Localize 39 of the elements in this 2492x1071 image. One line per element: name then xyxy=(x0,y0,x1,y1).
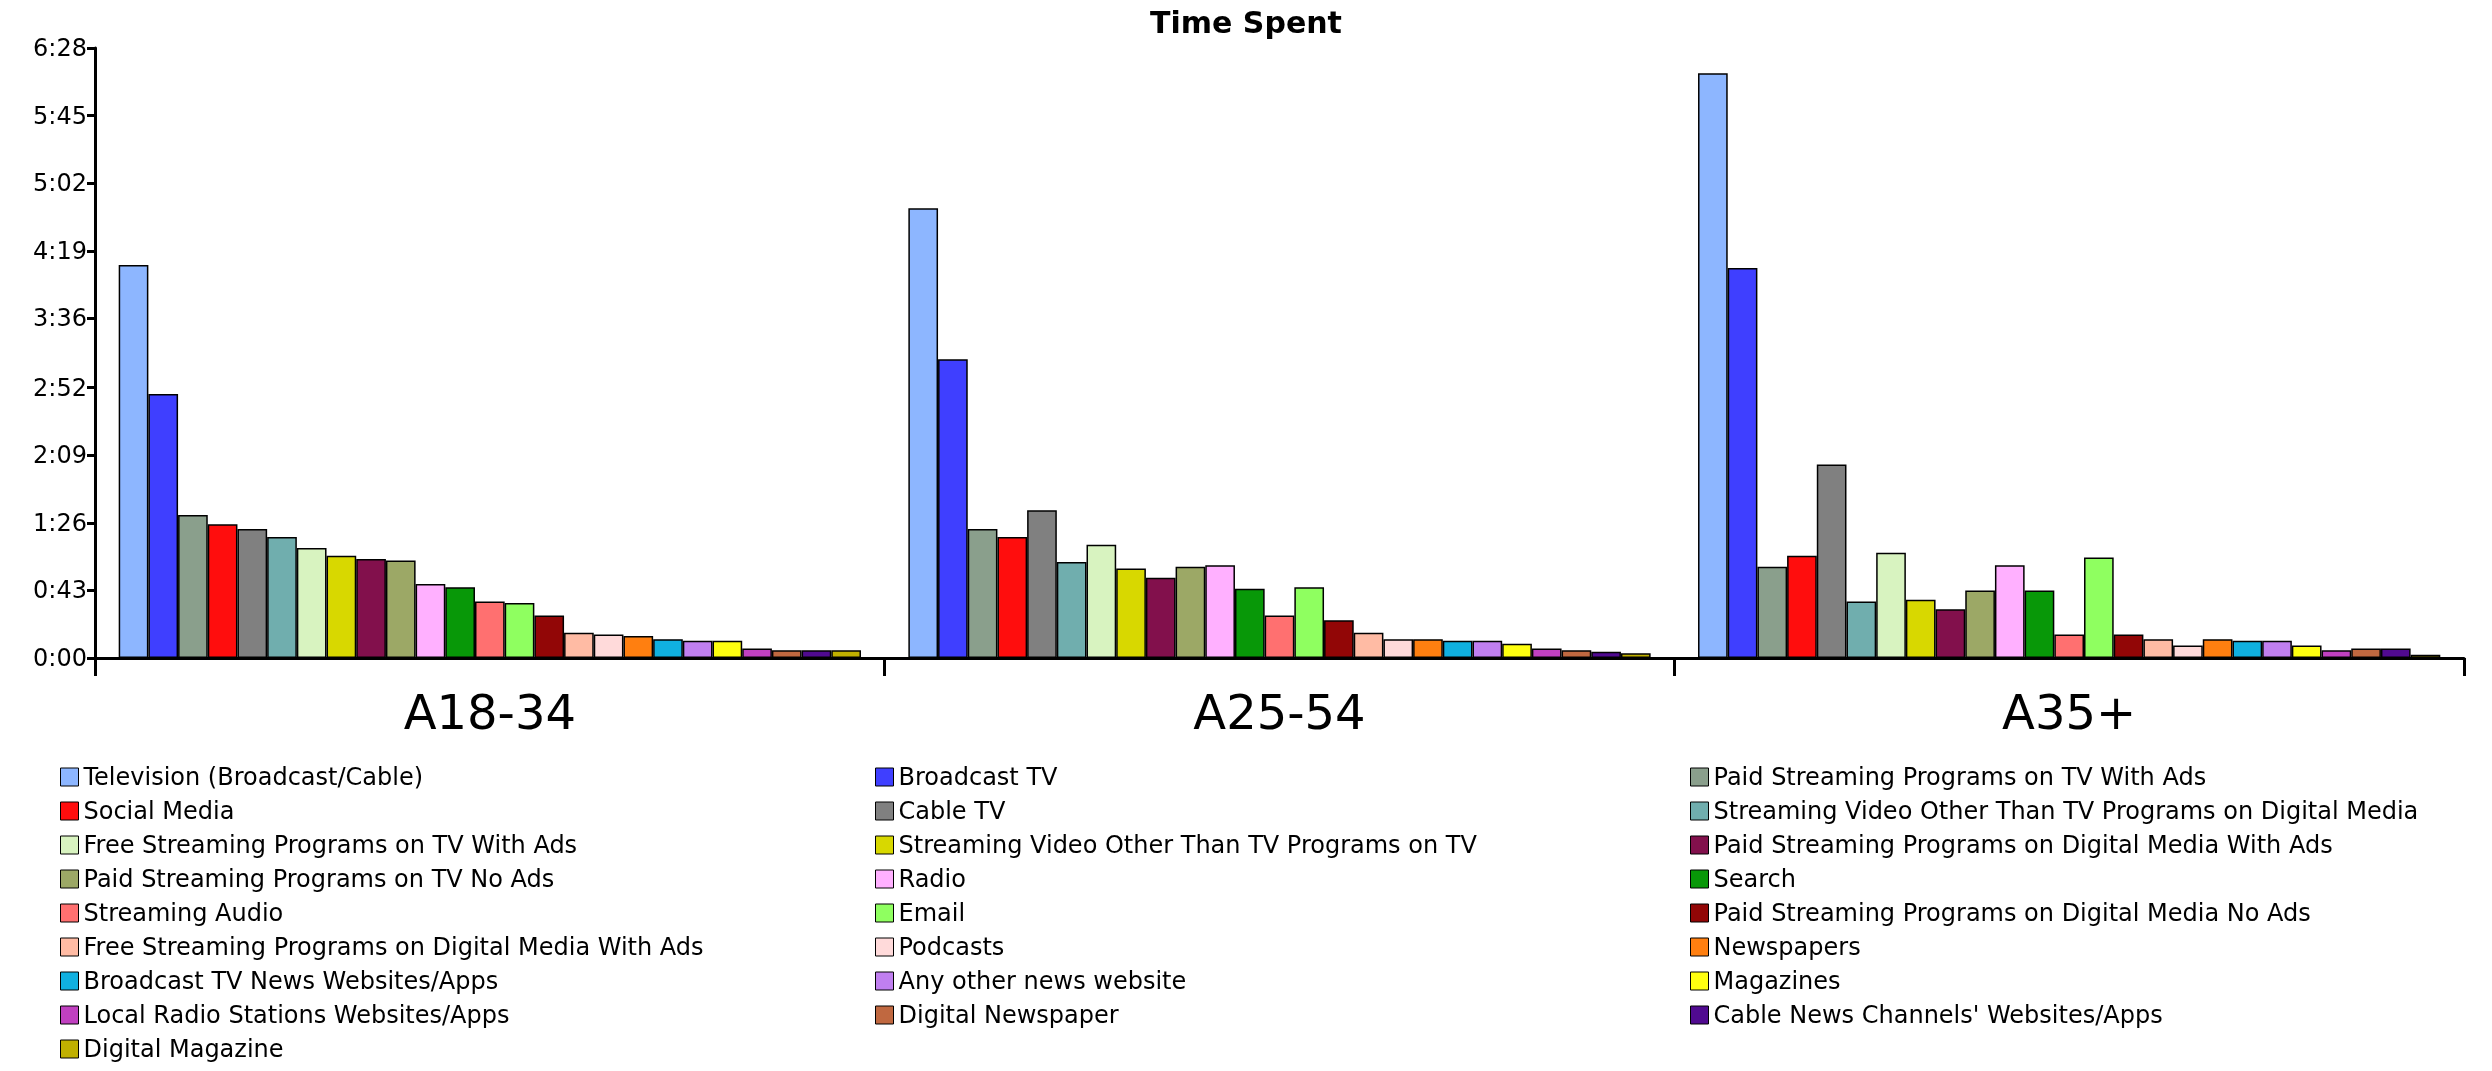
legend-label: Streaming Audio xyxy=(83,899,284,927)
x-tick-label: A18-34 xyxy=(403,684,576,740)
legend-label: Email xyxy=(898,899,966,927)
chart-title: Time Spent xyxy=(1150,4,1342,40)
legend-label: Television (Broadcast/Cable) xyxy=(82,763,424,791)
legend-label: Podcasts xyxy=(898,933,1005,961)
legend-label: Digital Newspaper xyxy=(898,1001,1119,1029)
legend-label: Any other news website xyxy=(898,967,1187,995)
legend-label: Paid Streaming Programs on Digital Media With Ads xyxy=(1713,831,2333,859)
y-tick-label: 6:28 xyxy=(33,34,87,62)
legend-label: Newspapers xyxy=(1713,933,1861,961)
y-tick-label: 5:02 xyxy=(33,169,87,198)
legend-label: Free Streaming Programs on Digital Media With Ads xyxy=(83,933,704,961)
y-tick-label: 4:19 xyxy=(33,236,87,265)
y-tick-label: 0:00 xyxy=(33,644,87,672)
legend-label: Search xyxy=(1713,865,1796,893)
y-tick-label: 2:52 xyxy=(33,373,87,402)
legend-label: Broadcast TV xyxy=(898,763,1059,791)
legend-label: Streaming Video Other Than TV Programs on TV xyxy=(898,831,1478,859)
legend-label: Local Radio Stations Websites/Apps xyxy=(83,1001,510,1029)
legend-label: Paid Streaming Programs on Digital Media No Ads xyxy=(1713,899,2311,927)
y-tick-label: 3:36 xyxy=(33,304,87,333)
x-tick-label: A35+ xyxy=(2002,684,2137,740)
legend-label: Radio xyxy=(898,865,966,893)
y-tick-label: 0:43 xyxy=(33,576,87,605)
legend-label: Digital Magazine xyxy=(83,1035,284,1063)
legend-label: Magazines xyxy=(1713,967,1841,995)
legend-label: Broadcast TV News Websites/Apps xyxy=(83,967,499,995)
legend-label: Paid Streaming Programs on TV With Ads xyxy=(1713,763,2207,791)
y-tick-label: 1:26 xyxy=(33,508,87,537)
legend-label: Free Streaming Programs on TV With Ads xyxy=(83,831,578,859)
y-tick-label: 2:09 xyxy=(33,441,87,470)
legend-label: Paid Streaming Programs on TV No Ads xyxy=(83,865,555,893)
legend-label: Streaming Video Other Than TV Programs on Digital Media xyxy=(1713,797,2419,825)
x-tick-label: A25-54 xyxy=(1193,684,1366,740)
legend-label: Cable TV xyxy=(898,797,1006,825)
y-tick-label: 5:45 xyxy=(33,101,87,130)
legend-label: Social Media xyxy=(83,797,235,825)
legend-label: Cable News Channels' Websites/Apps xyxy=(1713,1001,2163,1029)
